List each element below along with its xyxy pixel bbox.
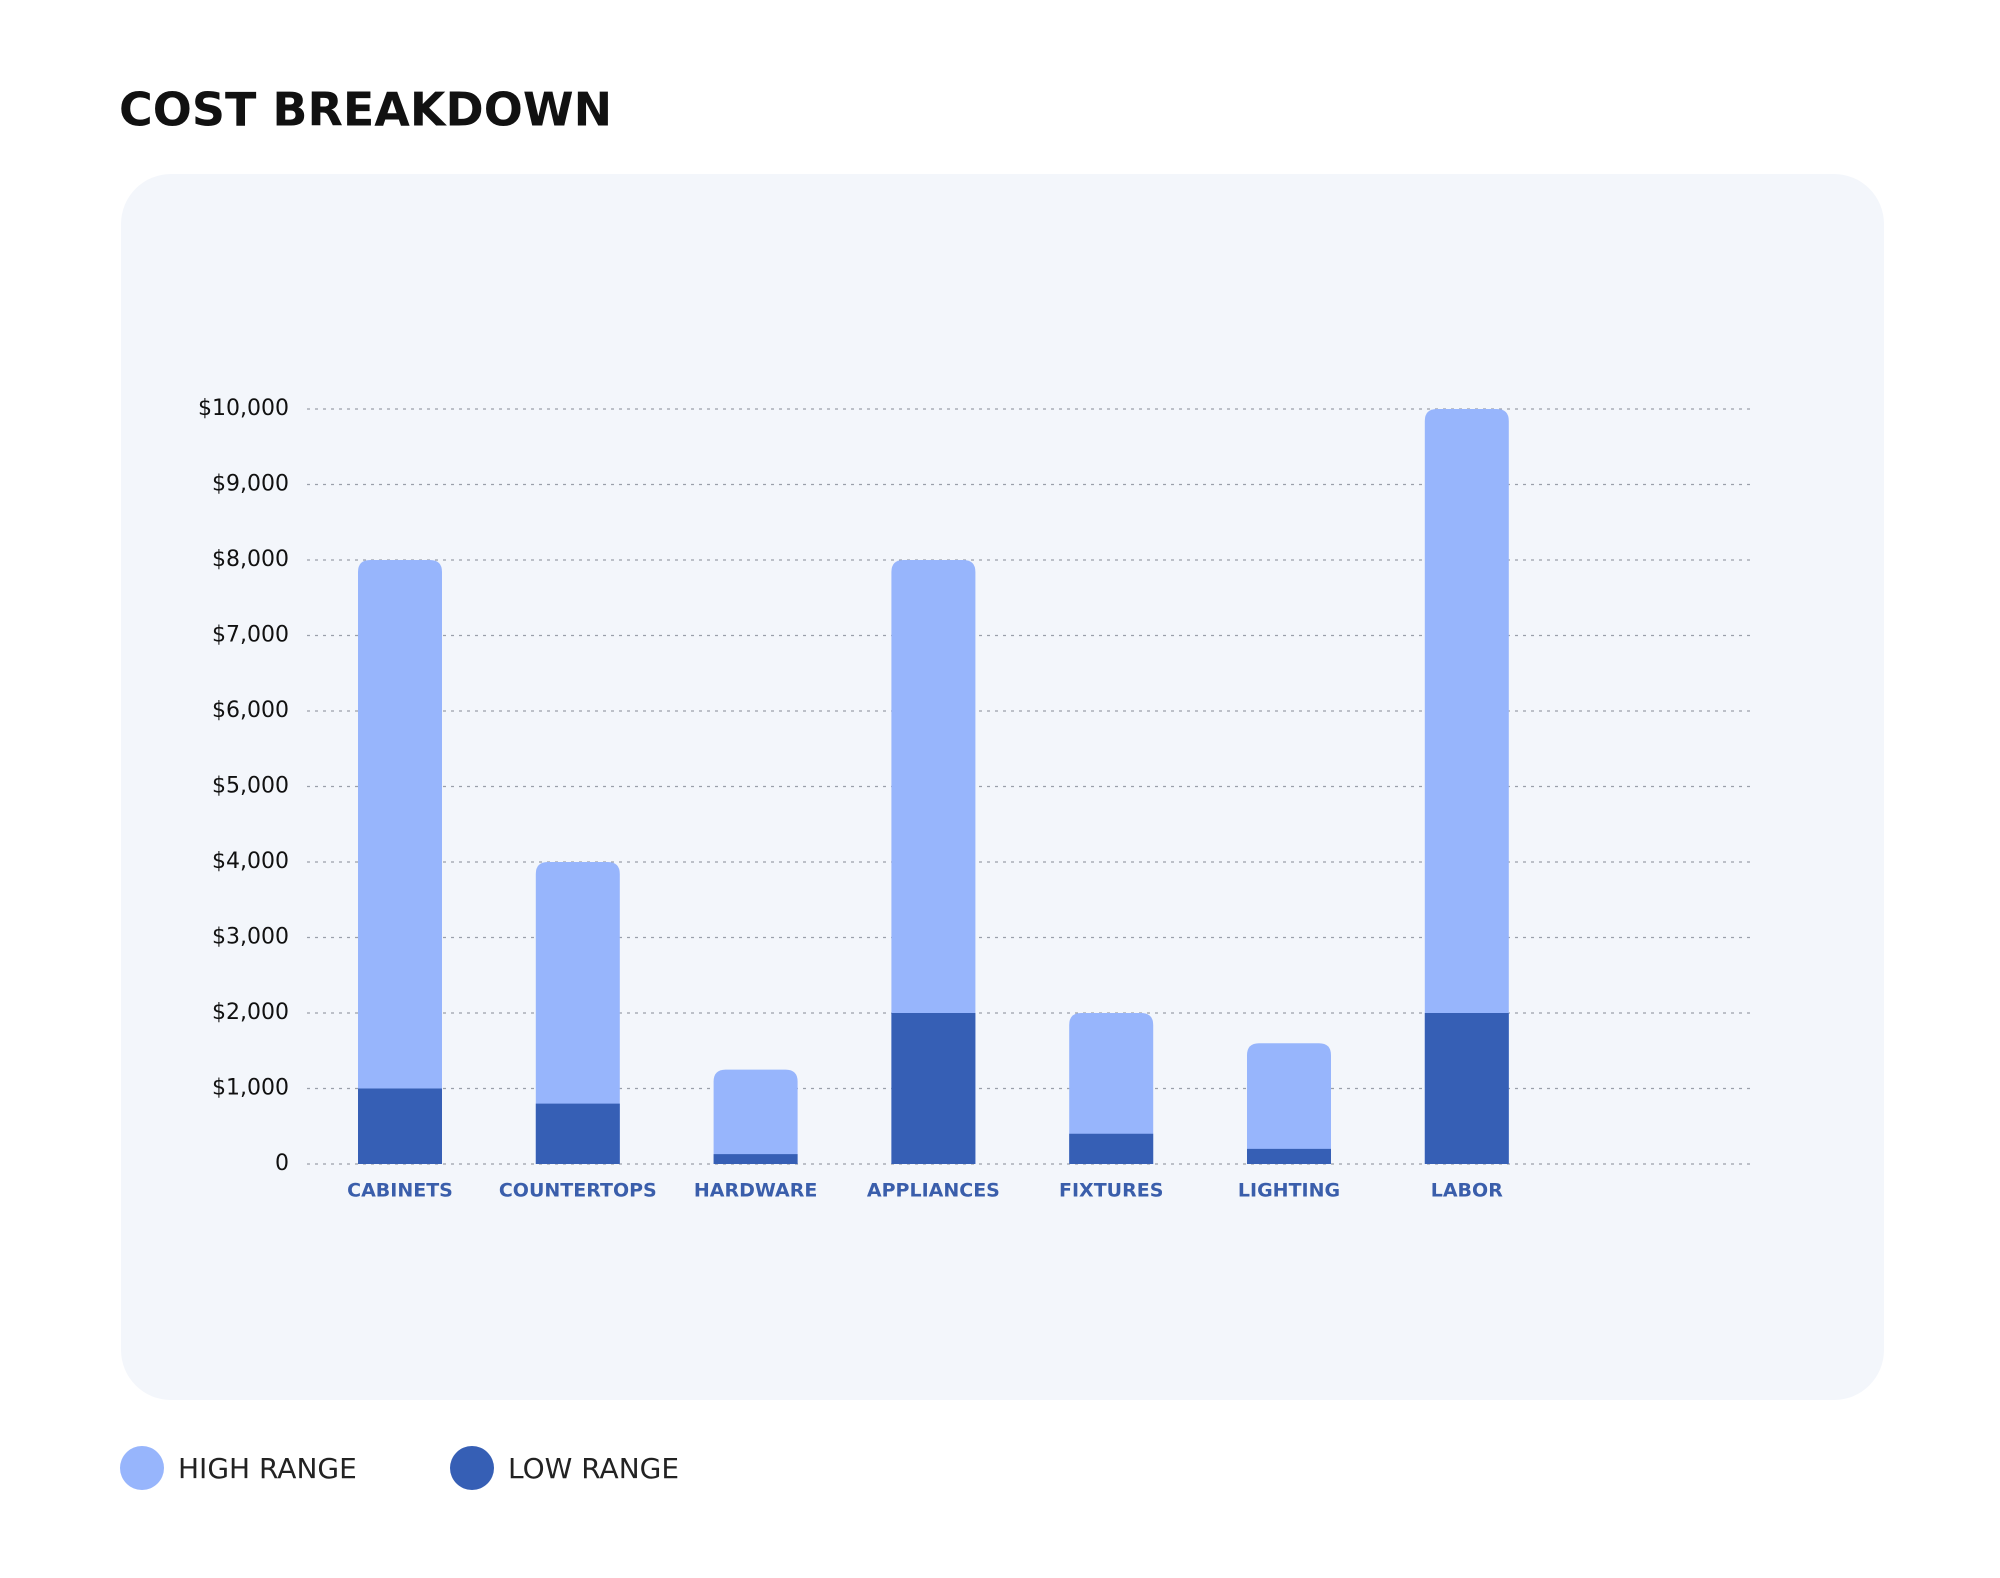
bar xyxy=(713,1069,798,1164)
bar xyxy=(1424,1013,1509,1164)
y-tick-label: $9,000 xyxy=(212,472,289,497)
legend-label: HIGH RANGE xyxy=(178,1452,357,1485)
y-tick-label: $1,000 xyxy=(212,1076,289,1101)
y-tick-label: $5,000 xyxy=(212,774,289,799)
y-tick-label: $7,000 xyxy=(212,623,289,648)
bar xyxy=(535,1103,620,1164)
bar xyxy=(1247,1148,1331,1164)
bar xyxy=(1247,1043,1331,1164)
chart-title: COST BREAKDOWN xyxy=(119,83,612,137)
bar xyxy=(535,862,620,1164)
x-tick-label: LABOR xyxy=(1431,1180,1503,1202)
y-tick-label: $4,000 xyxy=(212,849,289,874)
bar xyxy=(891,1013,976,1164)
bar xyxy=(1424,409,1509,1164)
y-tick-label: 0 xyxy=(275,1151,289,1176)
legend-swatch xyxy=(120,1446,164,1490)
x-tick-label: LIGHTING xyxy=(1238,1180,1340,1202)
x-tick-label: APPLIANCES xyxy=(867,1180,1000,1202)
bar xyxy=(713,1154,798,1164)
x-tick-label: CABINETS xyxy=(347,1180,453,1202)
legend-label: LOW RANGE xyxy=(508,1452,679,1485)
x-tick-label: FIXTURES xyxy=(1059,1180,1163,1202)
legend-swatch xyxy=(450,1446,494,1490)
y-tick-label: $6,000 xyxy=(212,698,289,723)
y-tick-label: $2,000 xyxy=(212,1000,289,1025)
y-tick-label: $10,000 xyxy=(198,396,289,421)
x-tick-label: HARDWARE xyxy=(694,1180,817,1202)
bar xyxy=(1069,1013,1154,1164)
bar xyxy=(358,1088,442,1164)
bar xyxy=(358,560,442,1164)
bar xyxy=(1069,1133,1154,1164)
y-tick-label: $3,000 xyxy=(212,925,289,950)
y-tick-label: $8,000 xyxy=(212,547,289,572)
x-tick-label: COUNTERTOPS xyxy=(499,1180,657,1202)
